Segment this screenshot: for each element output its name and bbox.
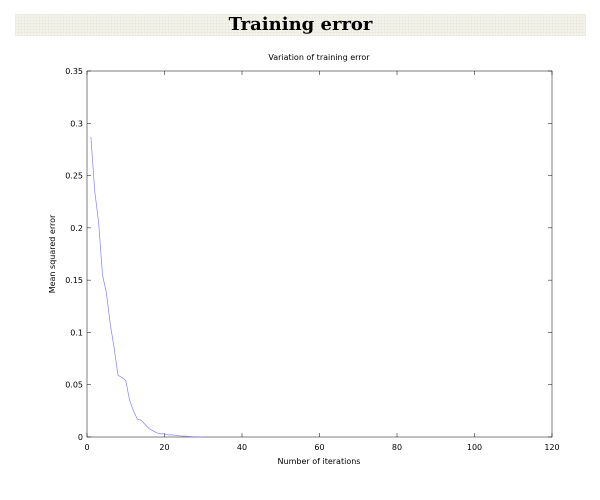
y-tick-label: 0 xyxy=(78,433,83,442)
chart-title: Variation of training error xyxy=(268,53,370,62)
plot-frame xyxy=(86,70,553,438)
x-axis-label: Number of iterations xyxy=(278,457,361,466)
x-tick-label: 100 xyxy=(467,443,482,452)
y-tick-label: 0.05 xyxy=(65,381,83,390)
x-tick-label: 80 xyxy=(392,443,402,452)
axis-ticks: 0 20 40 60 80 100 120 0 0.05 0.1 0.15 0.2 0.25 0.3 0.3… xyxy=(65,67,559,452)
x-tick-label: 40 xyxy=(237,443,247,452)
y-tick-label: 0.25 xyxy=(65,172,83,181)
x-tick-label: 0 xyxy=(84,443,89,452)
x-tick-label: 120 xyxy=(544,443,559,452)
training-error-line xyxy=(90,136,204,438)
y-tick-label: 0.35 xyxy=(65,67,83,76)
y-tick-label: 0.2 xyxy=(70,224,83,233)
y-tick-label: 0.15 xyxy=(65,276,83,285)
y-tick-label: 0.1 xyxy=(70,328,83,337)
page-header: Training error xyxy=(15,14,586,36)
page-title: Training error xyxy=(228,14,373,35)
x-tick-label: 20 xyxy=(159,443,169,452)
y-axis-label: Mean squared error xyxy=(48,214,57,293)
y-tick-label: 0.3 xyxy=(70,119,83,128)
x-tick-label: 60 xyxy=(314,443,324,452)
